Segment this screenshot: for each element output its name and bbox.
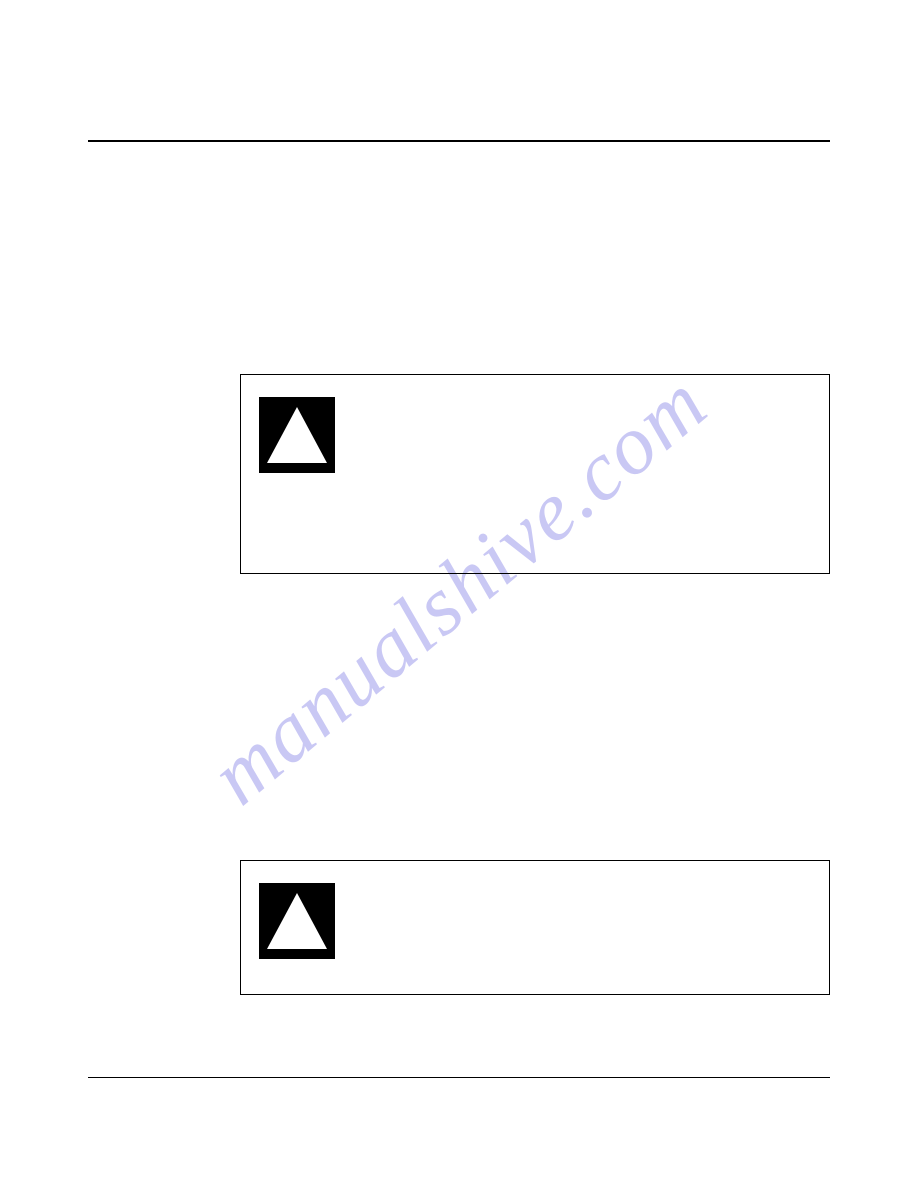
footer-rule [88, 1077, 830, 1078]
callout-box-1 [240, 374, 830, 574]
document-page: manualshive.com [0, 0, 918, 1188]
callout-box-2 [240, 860, 830, 995]
warning-icon [259, 397, 335, 473]
header-rule [88, 140, 830, 142]
warning-icon [259, 883, 335, 959]
